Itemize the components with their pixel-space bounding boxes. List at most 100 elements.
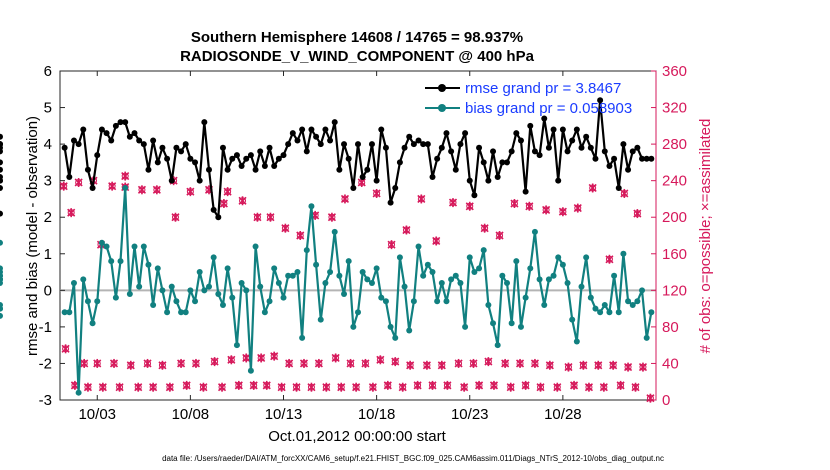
x-axis-label: Oct.01,2012 00:00:00 start bbox=[268, 428, 446, 445]
bias-point bbox=[373, 265, 380, 272]
bias-point bbox=[620, 250, 627, 257]
bias-point bbox=[448, 276, 455, 283]
x-tick-label: 10/13 bbox=[265, 406, 303, 423]
rmse-point bbox=[271, 163, 278, 170]
rmse-point bbox=[648, 155, 655, 162]
obs-count-marker bbox=[515, 358, 525, 368]
obs-count-marker bbox=[238, 196, 247, 206]
bias-point bbox=[238, 280, 245, 287]
rmse-point bbox=[61, 144, 68, 151]
data-file-footer: data file: /Users/raeder/DAI/ATM_forcXX/… bbox=[162, 454, 664, 463]
bias-point bbox=[196, 269, 203, 276]
obs-count-marker bbox=[620, 188, 629, 198]
obs-count-marker bbox=[299, 358, 309, 368]
rmse-point bbox=[476, 144, 483, 151]
rmse-point bbox=[508, 148, 515, 155]
bias-point bbox=[313, 261, 320, 268]
rmse-point bbox=[289, 130, 296, 137]
left-tick-label: 0 bbox=[44, 282, 52, 299]
rmse-point bbox=[266, 144, 273, 151]
obs-count-marker bbox=[61, 344, 70, 354]
rmse-point bbox=[531, 148, 538, 155]
obs-count-marker bbox=[616, 380, 625, 390]
bias-point bbox=[131, 243, 138, 250]
bias-point bbox=[112, 294, 119, 301]
bias-point bbox=[271, 265, 278, 272]
obs-count-marker bbox=[398, 382, 407, 392]
bias-point bbox=[224, 265, 231, 272]
bias-point bbox=[410, 298, 417, 305]
rmse-point bbox=[536, 152, 543, 159]
rmse-point bbox=[336, 166, 343, 173]
rmse-point bbox=[294, 137, 301, 144]
obs-count-marker bbox=[314, 358, 323, 368]
bias-point bbox=[229, 294, 236, 301]
rmse-point bbox=[378, 126, 385, 133]
rmse-point bbox=[499, 159, 506, 166]
obs-count-marker bbox=[108, 181, 117, 191]
rmse-point bbox=[0, 148, 3, 155]
rmse-point bbox=[620, 141, 627, 148]
obs-count-marker bbox=[633, 209, 642, 219]
rmse-point bbox=[275, 155, 282, 162]
rmse-point bbox=[257, 148, 264, 155]
obs-count-marker bbox=[536, 382, 545, 392]
bias-point bbox=[275, 280, 282, 287]
bias-point bbox=[401, 283, 408, 290]
obs-count-marker bbox=[115, 382, 124, 392]
rmse-point bbox=[154, 159, 161, 166]
bias-point bbox=[66, 309, 73, 316]
bias-point bbox=[424, 261, 431, 268]
obs-count-marker bbox=[149, 382, 158, 392]
x-tick-label: 10/18 bbox=[358, 406, 396, 423]
left-tick-label: -3 bbox=[39, 392, 52, 409]
bias-point bbox=[243, 287, 250, 294]
obs-count-marker bbox=[126, 360, 135, 370]
rmse-point bbox=[0, 210, 3, 217]
bias-point bbox=[0, 301, 3, 308]
bias-point bbox=[350, 323, 357, 330]
obs-count-marker bbox=[484, 357, 493, 367]
bias-point bbox=[490, 320, 497, 327]
bias-point bbox=[559, 261, 566, 268]
rmse-point bbox=[98, 126, 105, 133]
rmse-point bbox=[308, 126, 315, 133]
obs-count-marker bbox=[176, 358, 186, 368]
rmse-point bbox=[485, 177, 492, 184]
bias-point bbox=[368, 280, 375, 287]
obs-count-marker bbox=[121, 171, 130, 181]
bias-point bbox=[564, 280, 571, 287]
bias-point bbox=[550, 272, 557, 279]
obs-count-marker bbox=[638, 362, 648, 372]
obs-count-marker bbox=[501, 358, 510, 368]
rmse-point bbox=[210, 206, 217, 213]
right-tick-label: 120 bbox=[662, 282, 687, 299]
obs-count-marker bbox=[234, 380, 243, 390]
rmse-point bbox=[392, 184, 399, 191]
rmse-point bbox=[122, 119, 129, 126]
bias-point bbox=[555, 254, 562, 261]
legend-bias-label: bias grand pr = 0.058903 bbox=[465, 100, 632, 117]
obs-count-marker bbox=[191, 358, 201, 368]
bias-point bbox=[280, 294, 287, 301]
obs-count-marker bbox=[443, 380, 452, 390]
rmse-point bbox=[84, 166, 91, 173]
obs-count-marker bbox=[253, 212, 262, 222]
bias-point bbox=[466, 254, 473, 261]
obs-count-marker bbox=[266, 212, 275, 222]
right-tick-label: 200 bbox=[662, 209, 687, 226]
rmse-point bbox=[438, 144, 445, 151]
obs-count-marker bbox=[376, 355, 385, 365]
rmse-point bbox=[559, 126, 566, 133]
obs-count-marker bbox=[322, 382, 331, 392]
bias-point bbox=[625, 298, 632, 305]
obs-count-marker bbox=[460, 382, 469, 392]
rmse-point bbox=[192, 159, 199, 166]
obs-count-marker bbox=[454, 358, 463, 368]
rmse-point bbox=[555, 177, 562, 184]
obs-count-marker bbox=[109, 358, 119, 368]
bias-point bbox=[322, 280, 329, 287]
rmse-point bbox=[420, 141, 427, 148]
rmse-point bbox=[150, 137, 157, 144]
obs-count-marker bbox=[609, 360, 618, 370]
